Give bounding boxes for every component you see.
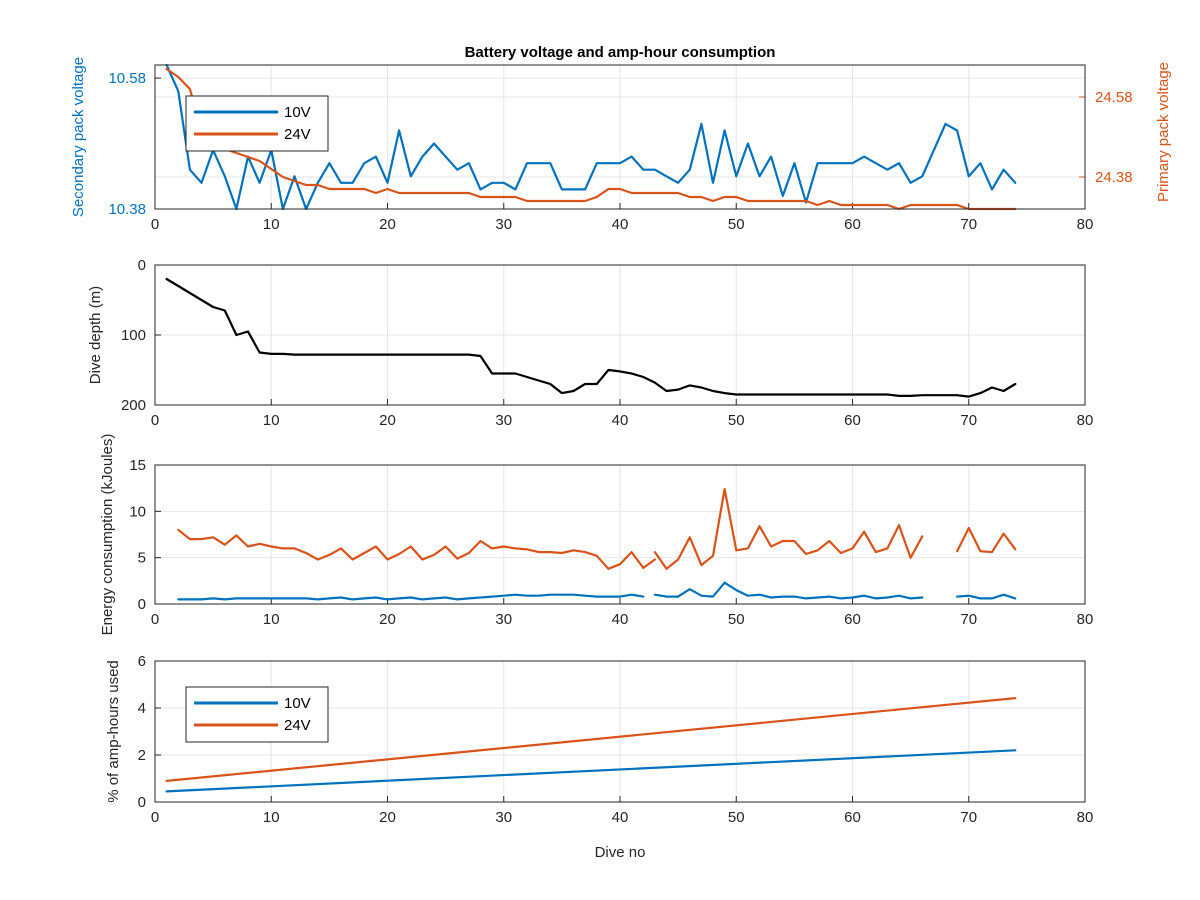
y-tick-label: 0 [138, 794, 146, 811]
x-tick-label: 30 [495, 611, 512, 628]
x-tick-label: 60 [844, 611, 861, 628]
y-right-axis-label: Primary pack voltage [1155, 62, 1172, 202]
series-line-series1-seg3 [653, 488, 924, 570]
legend-box [185, 686, 329, 743]
x-tick-label: 80 [1077, 216, 1094, 233]
x-tick-label: 0 [151, 809, 159, 826]
panel-1: 0 10 20 30 40 50 60 70 80 10.38 10.58 24.38 24.58 Sec… [70, 57, 1172, 233]
y-axis-label: Secondary pack voltage [70, 57, 87, 217]
x-tick-label: 20 [379, 216, 396, 233]
y-tick-label: 100 [121, 327, 146, 344]
y-axis-label: Energy consumption (kJoules) [99, 434, 116, 636]
y-tick-label: 2 [138, 747, 146, 764]
y-tick-label: 200 [121, 397, 146, 414]
x-tick-label: 10 [263, 216, 280, 233]
series-line-series2-seg2 [653, 581, 924, 600]
series-line-10v [165, 63, 1017, 211]
series-line-series1 [165, 277, 1017, 398]
axes-frame [154, 64, 1086, 210]
y-axis-label: Dive depth (m) [87, 286, 104, 384]
panel-4: 0 10 20 30 40 50 60 70 80 0 2 4 6 % of amp-hours used… [105, 653, 1093, 861]
series-line-series1-seg1 [177, 528, 645, 570]
series-line-24v [165, 67, 1017, 211]
y-tick-label: 10.58 [108, 70, 146, 87]
series-line-series1-seg2 [642, 558, 657, 570]
panel-3: 0 10 20 30 40 50 60 70 80 0 5 10 15 Energy consumptio… [99, 434, 1093, 636]
x-tick-label: 20 [379, 809, 396, 826]
x-tick-label: 70 [960, 412, 977, 429]
x-tick-label: 70 [960, 809, 977, 826]
x-tick-label: 50 [728, 412, 745, 429]
x-tick-label: 40 [612, 611, 629, 628]
x-tick-label: 50 [728, 611, 745, 628]
x-tick-label: 70 [960, 611, 977, 628]
series-line-series2-seg3 [955, 593, 1017, 600]
x-tick-label: 40 [612, 412, 629, 429]
y-tick-label: 15 [129, 457, 146, 474]
y-tick-label: 6 [138, 653, 146, 670]
series-line-24v [165, 696, 1017, 783]
x-tick-label: 0 [151, 611, 159, 628]
x-tick-label: 0 [151, 412, 159, 429]
x-tick-label: 20 [379, 611, 396, 628]
axes-frame [154, 464, 1086, 605]
x-tick-label: 60 [844, 809, 861, 826]
x-tick-label: 80 [1077, 412, 1094, 429]
x-tick-label: 80 [1077, 611, 1094, 628]
y-tick-label: 10.38 [108, 201, 146, 218]
series-line-series2-seg1 [177, 593, 645, 601]
x-tick-label: 20 [379, 412, 396, 429]
x-tick-label: 60 [844, 216, 861, 233]
x-tick-label: 0 [151, 216, 159, 233]
y-tick-label: 0 [138, 257, 146, 274]
x-tick-label: 30 [495, 216, 512, 233]
x-tick-label: 50 [728, 216, 745, 233]
series-line-series1-seg4 [955, 526, 1017, 554]
x-tick-label: 40 [612, 809, 629, 826]
legend-label-10v: 10V [284, 104, 311, 121]
y-tick-label: 4 [138, 700, 146, 717]
axes-frame [154, 660, 1086, 803]
x-tick-label: 30 [495, 809, 512, 826]
y-right-tick-label: 24.58 [1095, 89, 1133, 106]
y-tick-label: 0 [138, 596, 146, 613]
legend-label-24v: 24V [284, 717, 311, 734]
y-tick-label: 5 [138, 550, 146, 567]
x-tick-label: 10 [263, 809, 280, 826]
x-tick-label: 10 [263, 412, 280, 429]
x-tick-label: 10 [263, 611, 280, 628]
y-right-tick-label: 24.38 [1095, 169, 1133, 186]
y-tick-label: 10 [129, 503, 146, 520]
y-axis-label: % of amp-hours used [105, 660, 122, 803]
x-tick-label: 80 [1077, 809, 1094, 826]
panel-2: 0 10 20 30 40 50 60 70 80 0 100 200 Dive depth (m) [87, 257, 1093, 429]
series-line-10v [165, 749, 1017, 793]
axes-frame [154, 264, 1086, 406]
x-axis-label: Dive no [595, 844, 646, 861]
chart-title: Battery voltage and amp-hour consumption [465, 44, 776, 61]
x-tick-label: 40 [612, 216, 629, 233]
legend-label-24v: 24V [284, 126, 311, 143]
legend-label-10v: 10V [284, 695, 311, 712]
x-tick-label: 50 [728, 809, 745, 826]
x-tick-label: 60 [844, 412, 861, 429]
x-tick-label: 30 [495, 412, 512, 429]
x-tick-label: 70 [960, 216, 977, 233]
legend-box [185, 95, 329, 152]
